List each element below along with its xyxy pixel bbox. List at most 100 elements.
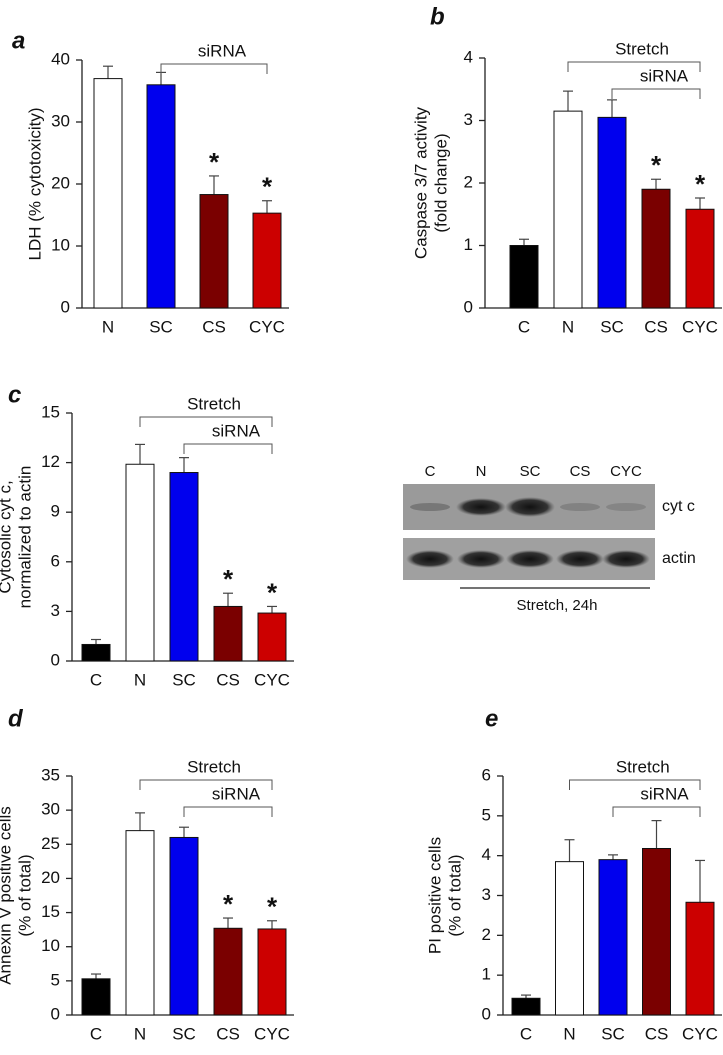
bracket-label: Stretch	[615, 39, 669, 58]
y-axis-label: PI positive cells	[425, 837, 444, 954]
significance-mark: *	[209, 147, 220, 177]
y-axis-label: Cytosolic cyt c,	[0, 480, 14, 593]
y-tick-label: 35	[41, 765, 60, 784]
bracket-label: Stretch	[187, 394, 241, 413]
y-axis-label: Annexin V positive cells	[0, 806, 14, 985]
y-tick-label: 12	[41, 452, 60, 471]
blot-band	[560, 503, 600, 511]
x-tick-label: SC	[149, 317, 173, 336]
x-tick-label: N	[563, 1024, 575, 1043]
x-tick-label: N	[562, 317, 574, 336]
y-tick-label: 3	[464, 110, 473, 129]
y-axis-label: LDH (% cytotoxicity)	[25, 107, 44, 260]
y-tick-label: 2	[482, 925, 491, 944]
blot-band	[505, 497, 555, 517]
x-tick-label: CS	[216, 1024, 240, 1043]
y-tick-label: 10	[51, 235, 70, 254]
x-tick-label: SC	[601, 1024, 625, 1043]
y-tick-label: 0	[482, 1004, 491, 1023]
x-tick-label: CYC	[254, 1024, 290, 1043]
y-axis-label: (% of total)	[445, 854, 464, 936]
x-tick-label: C	[90, 670, 102, 689]
bracket-label: siRNA	[198, 41, 247, 60]
bracket	[139, 416, 273, 427]
panel-label: d	[8, 705, 24, 732]
blot-band	[556, 550, 604, 568]
y-axis-label: Caspase 3/7 activity	[411, 106, 430, 259]
y-tick-label: 3	[51, 601, 60, 620]
y-tick-label: 2	[464, 172, 473, 191]
x-tick-label: CS	[645, 1024, 669, 1043]
y-tick-label: 15	[41, 902, 60, 921]
lane-label: CS	[570, 463, 591, 480]
blot-band	[410, 503, 450, 511]
x-tick-label: CYC	[254, 670, 290, 689]
x-tick-label: N	[134, 1024, 146, 1043]
bar	[213, 605, 243, 662]
blot-band	[406, 550, 454, 568]
y-tick-label: 3	[482, 885, 491, 904]
bar	[642, 847, 671, 1016]
bar	[598, 859, 628, 1016]
significance-mark: *	[267, 577, 278, 607]
y-tick-label: 6	[482, 765, 491, 784]
bracket	[569, 779, 701, 790]
significance-mark: *	[223, 564, 234, 594]
bar	[641, 188, 671, 309]
x-tick-label: SC	[172, 670, 196, 689]
bar	[597, 116, 627, 309]
y-tick-label: 30	[41, 800, 60, 819]
y-tick-label: 0	[464, 297, 473, 316]
bar	[81, 643, 111, 662]
bar	[257, 928, 287, 1016]
panel-label: c	[8, 381, 21, 408]
x-tick-label: N	[134, 670, 146, 689]
bracket	[183, 443, 273, 454]
x-tick-label: CS	[644, 317, 668, 336]
significance-mark: *	[223, 889, 234, 919]
significance-mark: *	[267, 892, 278, 922]
bar	[169, 472, 199, 662]
y-tick-label: 5	[482, 805, 491, 824]
y-tick-label: 0	[51, 650, 60, 669]
y-tick-label: 6	[51, 551, 60, 570]
y-tick-label: 1	[482, 965, 491, 984]
bar	[511, 997, 541, 1016]
blot-band	[506, 550, 554, 568]
lane-label: SC	[520, 463, 541, 480]
y-tick-label: 9	[51, 502, 60, 521]
bracket-label: siRNA	[212, 421, 261, 440]
bracket	[183, 806, 273, 817]
bar	[169, 836, 199, 1016]
bracket-label: siRNA	[640, 784, 689, 803]
bar	[146, 84, 176, 309]
y-tick-label: 20	[51, 173, 70, 192]
panel-label: e	[485, 705, 498, 732]
bracket-label: Stretch	[616, 757, 670, 776]
x-tick-label: SC	[172, 1024, 196, 1043]
bracket	[611, 88, 701, 99]
x-tick-label: C	[520, 1024, 532, 1043]
bar	[509, 245, 539, 309]
x-tick-label: CYC	[249, 317, 285, 336]
panel-label: b	[430, 3, 445, 30]
bar	[125, 463, 155, 662]
blot-band	[457, 550, 505, 568]
x-tick-label: CS	[216, 670, 240, 689]
y-tick-label: 25	[41, 834, 60, 853]
y-tick-label: 40	[51, 49, 70, 68]
bracket-label: siRNA	[640, 66, 689, 85]
blot-band	[606, 503, 646, 511]
x-tick-label: CYC	[682, 317, 718, 336]
bracket-label: siRNA	[212, 784, 261, 803]
bar	[93, 78, 123, 309]
significance-mark: *	[262, 172, 273, 202]
x-tick-label: CYC	[682, 1024, 718, 1043]
lane-label: CYC	[610, 463, 642, 480]
blot: Stretch, 24h	[403, 484, 655, 614]
x-tick-label: N	[102, 317, 114, 336]
significance-mark: *	[695, 169, 706, 199]
bar	[213, 927, 243, 1016]
significance-mark: *	[651, 150, 662, 180]
y-tick-label: 15	[41, 402, 60, 421]
